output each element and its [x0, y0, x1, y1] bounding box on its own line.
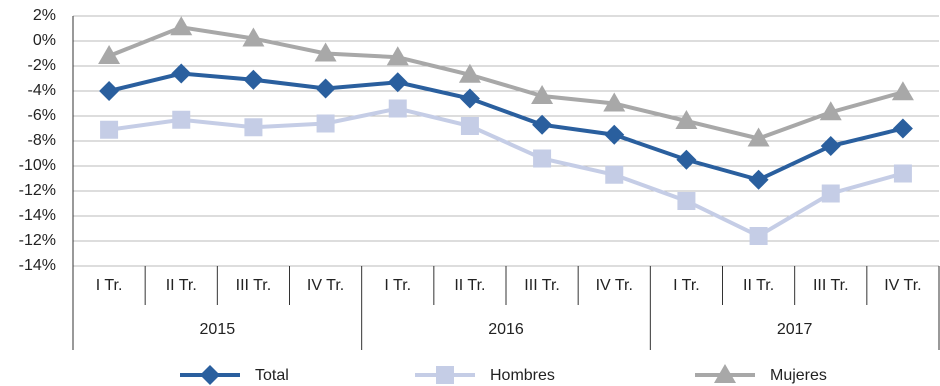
marker — [314, 42, 337, 62]
marker — [891, 81, 914, 101]
marker — [893, 164, 912, 183]
marker — [892, 118, 913, 139]
y-tick-label: -6% — [28, 107, 56, 124]
x-tick-label: IV Tr. — [884, 277, 921, 294]
marker — [748, 169, 769, 190]
marker — [386, 46, 409, 66]
y-tick-label: -10% — [19, 157, 56, 174]
marker — [315, 78, 336, 99]
marker — [533, 149, 552, 168]
x-tick-label: I Tr. — [673, 277, 700, 294]
x-tick-label: IV Tr. — [307, 277, 344, 294]
legend-label: Hombres — [490, 367, 555, 384]
marker — [436, 366, 454, 384]
y-tick-label: 2% — [33, 7, 56, 24]
marker — [200, 365, 220, 385]
marker — [531, 85, 554, 104]
group-label: 2015 — [200, 321, 236, 338]
marker — [675, 110, 698, 129]
marker — [170, 16, 193, 36]
marker — [316, 114, 335, 133]
x-tick-label: II Tr. — [743, 277, 774, 294]
marker — [458, 63, 481, 83]
marker — [676, 149, 697, 170]
marker — [99, 81, 120, 101]
marker — [388, 99, 407, 118]
marker — [747, 127, 770, 147]
marker — [387, 72, 408, 93]
marker — [242, 27, 265, 47]
x-tick-label: II Tr. — [166, 277, 197, 294]
series-line — [108, 106, 904, 239]
marker — [605, 165, 624, 184]
marker — [243, 69, 264, 90]
marker — [749, 227, 768, 245]
y-tick-label: 0% — [33, 32, 56, 49]
series-line — [108, 71, 904, 182]
x-tick-label: I Tr. — [384, 277, 411, 294]
marker — [100, 120, 119, 139]
series-line — [108, 25, 904, 141]
legend-label: Mujeres — [770, 367, 827, 384]
x-tick-label: III Tr. — [813, 277, 849, 294]
legend-label: Total — [255, 367, 289, 384]
marker — [604, 124, 625, 145]
marker — [821, 184, 840, 203]
marker — [98, 45, 121, 64]
group-label: 2017 — [777, 321, 813, 338]
y-tick-label: -2% — [28, 57, 56, 74]
marker — [820, 136, 841, 156]
x-tick-label: III Tr. — [524, 277, 560, 294]
marker — [819, 101, 842, 121]
y-tick-label: -12% — [19, 232, 56, 249]
marker — [459, 88, 480, 109]
y-tick-label: -14% — [19, 257, 56, 274]
x-tick-label: III Tr. — [236, 277, 272, 294]
marker — [603, 92, 626, 112]
marker — [172, 110, 191, 129]
marker — [460, 117, 479, 135]
marker — [714, 364, 736, 383]
marker — [677, 192, 696, 210]
marker — [244, 118, 263, 137]
marker — [532, 114, 553, 135]
x-tick-label: I Tr. — [96, 277, 123, 294]
y-tick-label: -14% — [19, 207, 56, 224]
y-tick-label: -8% — [28, 132, 56, 149]
y-tick-label: -4% — [28, 82, 56, 99]
x-tick-label: II Tr. — [454, 277, 485, 294]
marker — [171, 63, 192, 84]
x-tick-label: IV Tr. — [596, 277, 633, 294]
y-tick-label: -12% — [19, 182, 56, 199]
group-label: 2016 — [488, 321, 524, 338]
